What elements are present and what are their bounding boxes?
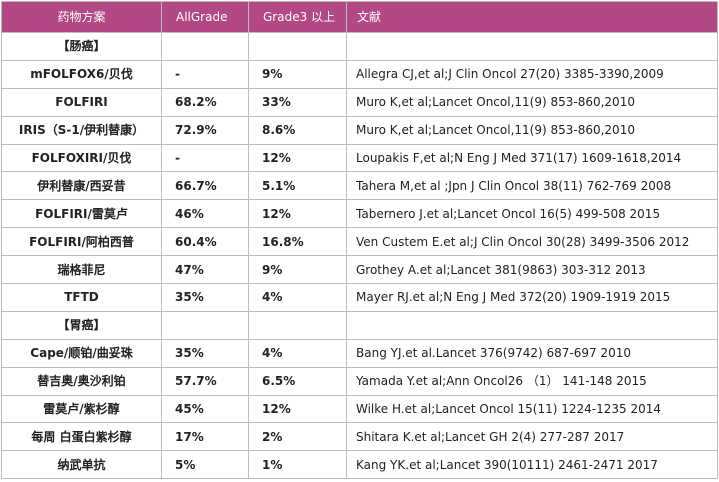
grade3-cell: 12% (248, 199, 347, 229)
all-grade-cell: 17% (161, 422, 249, 452)
header-reference: 文献 (346, 1, 718, 33)
reference-cell: Muro K,et al;Lancet Oncol,11(9) 853-860,… (346, 115, 718, 145)
section-title: 【肠癌】 (1, 32, 162, 61)
reference-cell: Grothey A.et al;Lancet 381(9863) 303-312… (346, 255, 718, 285)
grade3-cell: 9% (248, 59, 347, 89)
table-body: 【肠癌】 mFOLFOX6/贝伐 -9% Allegra CJ,et al;J Cli… (1, 32, 718, 480)
grade3-cell: 2% (248, 422, 347, 452)
drug-regimen-cell: FOLFOXIRI/贝伐 (1, 143, 162, 173)
all-grade-cell: 35% (161, 338, 249, 368)
reference-cell: Loupakis F,et al;N Eng J Med 371(17) 160… (346, 143, 718, 173)
reference-cell: Allegra CJ,et al;J Clin Oncol 27(20) 338… (346, 59, 718, 89)
table-row: Cape/顺铂/曲妥珠 35% 4% Bang YJ.et al.Lancet 376… (1, 338, 718, 368)
grade3-cell: 16.8% (248, 227, 347, 257)
grade3-cell: 33% (248, 87, 347, 117)
header-grade3: Grade3 以上 (248, 1, 347, 33)
grade3-cell: 1% (248, 450, 347, 480)
table-row: FOLFIRI/雷莫卢 46% 12% Tabernero J.et al;Lance… (1, 199, 718, 229)
reference-cell: Ven Custem E.et al;J Clin Oncol 30(28) 3… (346, 227, 718, 257)
reference-cell: Tabernero J.et al;Lancet Oncol 16(5) 499… (346, 199, 718, 229)
reference-cell: Mayer RJ.et al;N Eng J Med 372(20) 1909-… (346, 283, 718, 312)
drug-regimen-cell: mFOLFOX6/贝伐 (1, 59, 162, 89)
section-header-row: 【肠癌】 (1, 32, 718, 61)
empty-cell (346, 310, 718, 340)
section-title: 【胃癌】 (1, 310, 162, 340)
drug-regimen-cell: 雷莫卢/紫杉醇 (1, 394, 162, 424)
all-grade-cell: 46% (161, 199, 249, 229)
table-row: 替吉奥/奥沙利铂 57.7% 6.5% Yamada Y.et al;Ann Onco… (1, 366, 718, 396)
drug-regimen-cell: FOLFIRI/阿柏西普 (1, 227, 162, 257)
grade3-cell: 12% (248, 394, 347, 424)
all-grade-cell: 35% (161, 283, 249, 312)
table-row: 纳武单抗 5% 1% Kang YK.et al;Lancet 390(10111) … (1, 450, 718, 480)
drug-regimen-cell: FOLFIRI (1, 87, 162, 117)
grade3-cell: 4% (248, 338, 347, 368)
all-grade-cell: - (161, 143, 249, 173)
empty-cell (161, 32, 249, 61)
grade3-cell: 12% (248, 143, 347, 173)
empty-cell (346, 32, 718, 61)
table-row: 雷莫卢/紫杉醇 45% 12% Wilke H.et al;Lancet Oncol … (1, 394, 718, 424)
table-row: IRIS（S-1/伊利替康） 72.9% 8.6% Muro K,et al;Lanc… (1, 115, 718, 145)
grade3-cell: 6.5% (248, 366, 347, 396)
grade3-cell: 5.1% (248, 171, 347, 201)
grade3-cell: 9% (248, 255, 347, 285)
drug-regimen-cell: 伊利替康/西妥昔 (1, 171, 162, 201)
table-row: FOLFIRI 68.2% 33% Muro K,et al;Lancet Oncol… (1, 87, 718, 117)
reference-cell: Wilke H.et al;Lancet Oncol 15(11) 1224-1… (346, 394, 718, 424)
empty-cell (248, 32, 347, 61)
all-grade-cell: 60.4% (161, 227, 249, 257)
drug-regimen-cell: IRIS（S-1/伊利替康） (1, 115, 162, 145)
all-grade-cell: 68.2% (161, 87, 249, 117)
empty-cell (248, 310, 347, 340)
all-grade-cell: 57.7% (161, 366, 249, 396)
all-grade-cell: 45% (161, 394, 249, 424)
reference-cell: Kang YK.et al;Lancet 390(10111) 2461-247… (346, 450, 718, 480)
reference-cell: Shitara K.et al;Lancet GH 2(4) 277-287 2… (346, 422, 718, 452)
all-grade-cell: 66.7% (161, 171, 249, 201)
table-row: 每周 白蛋白紫杉醇 17% 2% Shitara K.et al;Lancet GH … (1, 422, 718, 452)
reference-cell: Bang YJ.et al.Lancet 376(9742) 687-697 2… (346, 338, 718, 368)
grade3-cell: 8.6% (248, 115, 347, 145)
header-drug-regimen: 药物方案 (1, 1, 162, 33)
all-grade-cell: 5% (161, 450, 249, 480)
table-row: mFOLFOX6/贝伐 -9% Allegra CJ,et al;J Clin On… (1, 59, 718, 89)
drug-regimen-cell: 纳武单抗 (1, 450, 162, 480)
drug-regimen-cell: Cape/顺铂/曲妥珠 (1, 338, 162, 368)
drug-regimen-cell: 瑞格菲尼 (1, 255, 162, 285)
table-row: TFTD 35% 4% Mayer RJ.et al;N Eng J Med 372(… (1, 283, 718, 312)
all-grade-cell: 47% (161, 255, 249, 285)
reference-cell: Muro K,et al;Lancet Oncol,11(9) 853-860,… (346, 87, 718, 117)
drug-regimen-cell: 每周 白蛋白紫杉醇 (1, 422, 162, 452)
table-row: 伊利替康/西妥昔 66.7% 5.1% Tahera M,et al ;Jpn J C… (1, 171, 718, 201)
header-all-grade: AllGrade (161, 1, 249, 33)
table-row: 瑞格菲尼 47% 9% Grothey A.et al;Lancet 381(9863… (1, 255, 718, 285)
reference-cell: Yamada Y.et al;Ann Oncol26 （1） 141-148 2… (346, 366, 718, 396)
drug-regimen-cell: TFTD (1, 283, 162, 312)
all-grade-cell: - (161, 59, 249, 89)
reference-cell: Tahera M,et al ;Jpn J Clin Oncol 38(11) … (346, 171, 718, 201)
grade3-cell: 4% (248, 283, 347, 312)
empty-cell (161, 310, 249, 340)
table-row: FOLFIRI/阿柏西普 60.4% 16.8% Ven Custem E.et al… (1, 227, 718, 257)
table-header-row: 药物方案 AllGrade Grade3 以上 文献 (1, 1, 718, 33)
section-header-row: 【胃癌】 (1, 310, 718, 340)
all-grade-cell: 72.9% (161, 115, 249, 145)
drug-regimen-cell: 替吉奥/奥沙利铂 (1, 366, 162, 396)
drug-regimen-cell: FOLFIRI/雷莫卢 (1, 199, 162, 229)
table-row: FOLFOXIRI/贝伐 -12% Loupakis F,et al;N Eng J… (1, 143, 718, 173)
